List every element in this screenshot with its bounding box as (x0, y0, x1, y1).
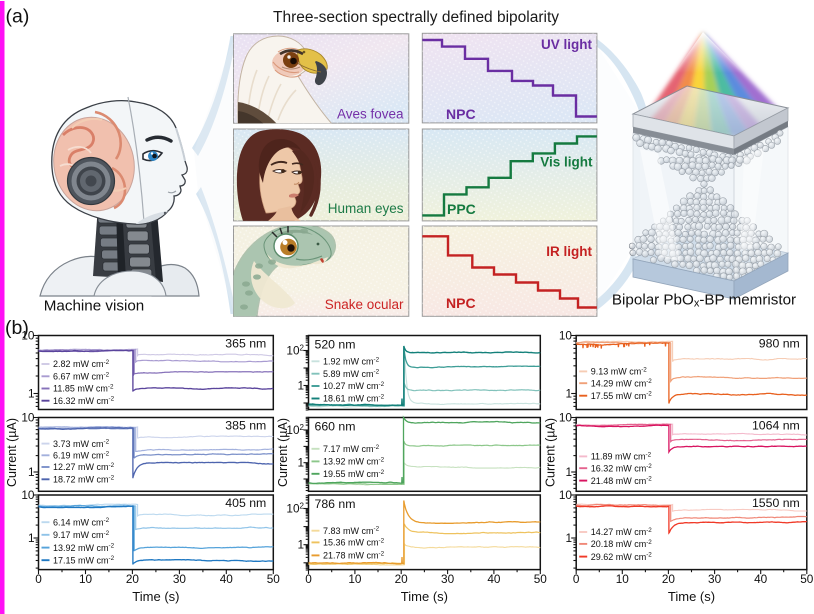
svg-text:0: 0 (305, 572, 312, 586)
svg-text:11.89 mW cm-2: 11.89 mW cm-2 (591, 451, 652, 461)
svg-text:10: 10 (348, 572, 362, 586)
svg-text:30: 30 (173, 572, 187, 586)
svg-text:16.32 mW cm-2: 16.32 mW cm-2 (591, 463, 653, 473)
svg-text:1: 1 (297, 538, 304, 552)
svg-text:PPC: PPC (447, 201, 476, 217)
svg-text:0: 0 (573, 572, 580, 586)
svg-text:(b): (b) (5, 317, 29, 339)
svg-text:Aves fovea: Aves fovea (337, 107, 404, 122)
svg-text:13.92 mW cm-2: 13.92 mW cm-2 (323, 456, 385, 466)
svg-text:Current (µA): Current (µA) (5, 418, 19, 487)
svg-text:10: 10 (79, 572, 93, 586)
svg-text:980 nm: 980 nm (759, 337, 800, 351)
svg-text:NPC: NPC (446, 295, 476, 311)
svg-text:30: 30 (441, 572, 455, 586)
svg-text:10: 10 (21, 411, 35, 425)
svg-text:0: 0 (35, 572, 42, 586)
svg-text:20.18 mW cm-2: 20.18 mW cm-2 (591, 539, 653, 549)
svg-text:20: 20 (395, 572, 409, 586)
svg-text:786 nm: 786 nm (315, 497, 356, 511)
svg-text:7.17 mW cm-2: 7.17 mW cm-2 (323, 444, 380, 454)
svg-text:50: 50 (800, 572, 814, 586)
svg-text:9.17 mW cm-2: 9.17 mW cm-2 (53, 530, 110, 540)
svg-text:20: 20 (126, 572, 140, 586)
svg-text:13.92 mW cm-2: 13.92 mW cm-2 (53, 543, 115, 553)
svg-text:19.55 mW cm-2: 19.55 mW cm-2 (323, 469, 385, 479)
svg-text:1.92 mW cm-2: 1.92 mW cm-2 (323, 356, 380, 366)
svg-text:660 nm: 660 nm (315, 420, 356, 434)
svg-text:10: 10 (616, 572, 630, 586)
svg-text:40: 40 (754, 572, 768, 586)
svg-text:14.29 mW cm-2: 14.29 mW cm-2 (591, 378, 653, 388)
svg-text:1: 1 (28, 465, 35, 479)
svg-text:11.85 mW cm-2: 11.85 mW cm-2 (53, 384, 114, 394)
svg-text:18.72 mW cm-2: 18.72 mW cm-2 (53, 474, 115, 484)
svg-text:5.89 mW cm-2: 5.89 mW cm-2 (323, 369, 380, 379)
svg-text:10: 10 (559, 411, 573, 425)
svg-text:1: 1 (565, 387, 572, 401)
svg-text:10: 10 (21, 329, 35, 343)
svg-text:21.48 mW cm-2: 21.48 mW cm-2 (591, 476, 653, 486)
svg-text:10: 10 (559, 488, 573, 502)
svg-text:29.62 mW cm-2: 29.62 mW cm-2 (591, 552, 653, 562)
svg-text:9.13 mW cm-2: 9.13 mW cm-2 (591, 366, 648, 376)
svg-text:Time (s): Time (s) (132, 589, 179, 604)
svg-text:50: 50 (267, 572, 281, 586)
svg-text:16.32 mW cm-2: 16.32 mW cm-2 (53, 396, 115, 406)
svg-text:21.78 mW cm-2: 21.78 mW cm-2 (323, 550, 385, 560)
svg-text:18.61 mW cm-2: 18.61 mW cm-2 (323, 394, 385, 404)
svg-text:1: 1 (297, 456, 304, 470)
svg-text:15.36 mW cm-2: 15.36 mW cm-2 (323, 537, 385, 547)
svg-text:Machine vision: Machine vision (44, 298, 144, 315)
svg-text:Current (µA): Current (µA) (544, 418, 558, 487)
svg-text:10: 10 (559, 329, 573, 343)
svg-text:1: 1 (565, 531, 572, 545)
svg-text:(a): (a) (6, 6, 30, 28)
svg-text:50: 50 (534, 572, 548, 586)
svg-text:20: 20 (662, 572, 676, 586)
svg-text:NPC: NPC (446, 106, 476, 122)
svg-text:1550 nm: 1550 nm (752, 496, 800, 510)
svg-text:Bipolar PbOx-BP memristor: Bipolar PbOx-BP memristor (612, 292, 796, 310)
svg-text:Current (µA): Current (µA) (276, 418, 290, 487)
svg-text:10.27 mW cm-2: 10.27 mW cm-2 (323, 381, 385, 391)
svg-text:3.73 mW cm-2: 3.73 mW cm-2 (53, 439, 110, 449)
svg-text:405 nm: 405 nm (225, 496, 266, 510)
svg-text:10: 10 (21, 488, 35, 502)
svg-text:UV light: UV light (541, 37, 592, 52)
svg-text:Time (s): Time (s) (668, 589, 715, 604)
svg-text:Human eyes: Human eyes (328, 201, 404, 216)
svg-text:6.14 mW cm-2: 6.14 mW cm-2 (53, 517, 110, 527)
svg-text:14.27 mW cm-2: 14.27 mW cm-2 (591, 527, 653, 537)
svg-text:520 nm: 520 nm (315, 338, 356, 352)
svg-text:Snake ocular: Snake ocular (325, 297, 404, 312)
svg-text:1: 1 (565, 465, 572, 479)
svg-text:2.82 mW cm-2: 2.82 mW cm-2 (53, 359, 110, 369)
svg-text:40: 40 (220, 572, 234, 586)
svg-text:Vis light: Vis light (540, 155, 593, 170)
svg-text:385 nm: 385 nm (225, 419, 266, 433)
svg-text:17.55 mW cm-2: 17.55 mW cm-2 (591, 391, 653, 401)
svg-text:40: 40 (487, 572, 501, 586)
svg-text:1: 1 (28, 387, 35, 401)
svg-text:1064 nm: 1064 nm (752, 419, 800, 433)
svg-text:IR light: IR light (546, 244, 592, 259)
svg-text:Three-section spectrally defin: Three-section spectrally defined bipolar… (273, 9, 559, 26)
svg-text:12.27 mW cm-2: 12.27 mW cm-2 (53, 462, 115, 472)
svg-text:6.19 mW cm-2: 6.19 mW cm-2 (53, 450, 110, 460)
svg-text:Time (s): Time (s) (401, 589, 448, 604)
svg-text:7.83 mW cm-2: 7.83 mW cm-2 (323, 526, 380, 536)
svg-text:17.15 mW cm-2: 17.15 mW cm-2 (53, 555, 115, 565)
svg-text:1: 1 (28, 531, 35, 545)
svg-text:365 nm: 365 nm (225, 337, 266, 351)
svg-text:1: 1 (297, 379, 304, 393)
svg-text:30: 30 (708, 572, 722, 586)
svg-text:6.67 mW cm-2: 6.67 mW cm-2 (53, 371, 110, 381)
